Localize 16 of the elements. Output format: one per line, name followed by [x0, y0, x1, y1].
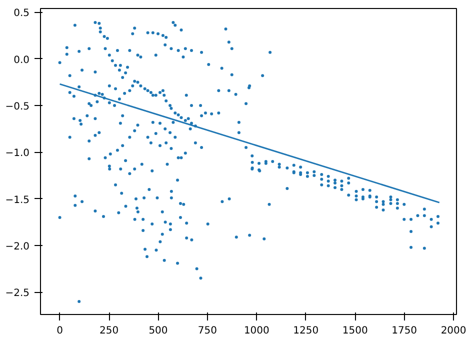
y-tick-label: −0.5	[5, 102, 30, 113]
x-tick-label: 1750	[392, 326, 418, 336]
y-tick-label: −1.5	[5, 194, 30, 206]
x-tick-label: 1000	[244, 326, 270, 336]
x-tick-label: 500	[148, 326, 168, 336]
x-tick-label: 1500	[342, 326, 368, 336]
x-tick-label: 750	[198, 326, 217, 336]
y-tick-label: −2.5	[5, 288, 30, 300]
y-tick-label: 0.0	[14, 54, 30, 66]
x-tick-label: 1250	[293, 326, 319, 336]
y-tick-label: 0.5	[14, 8, 30, 20]
x-tick-label: 0	[56, 326, 63, 336]
y-tick-label: −1.0	[5, 148, 30, 160]
x-tick-label: 2000	[440, 326, 466, 336]
x-tick-label: 250	[99, 326, 119, 336]
y-tick-label: −2.0	[5, 241, 30, 252]
